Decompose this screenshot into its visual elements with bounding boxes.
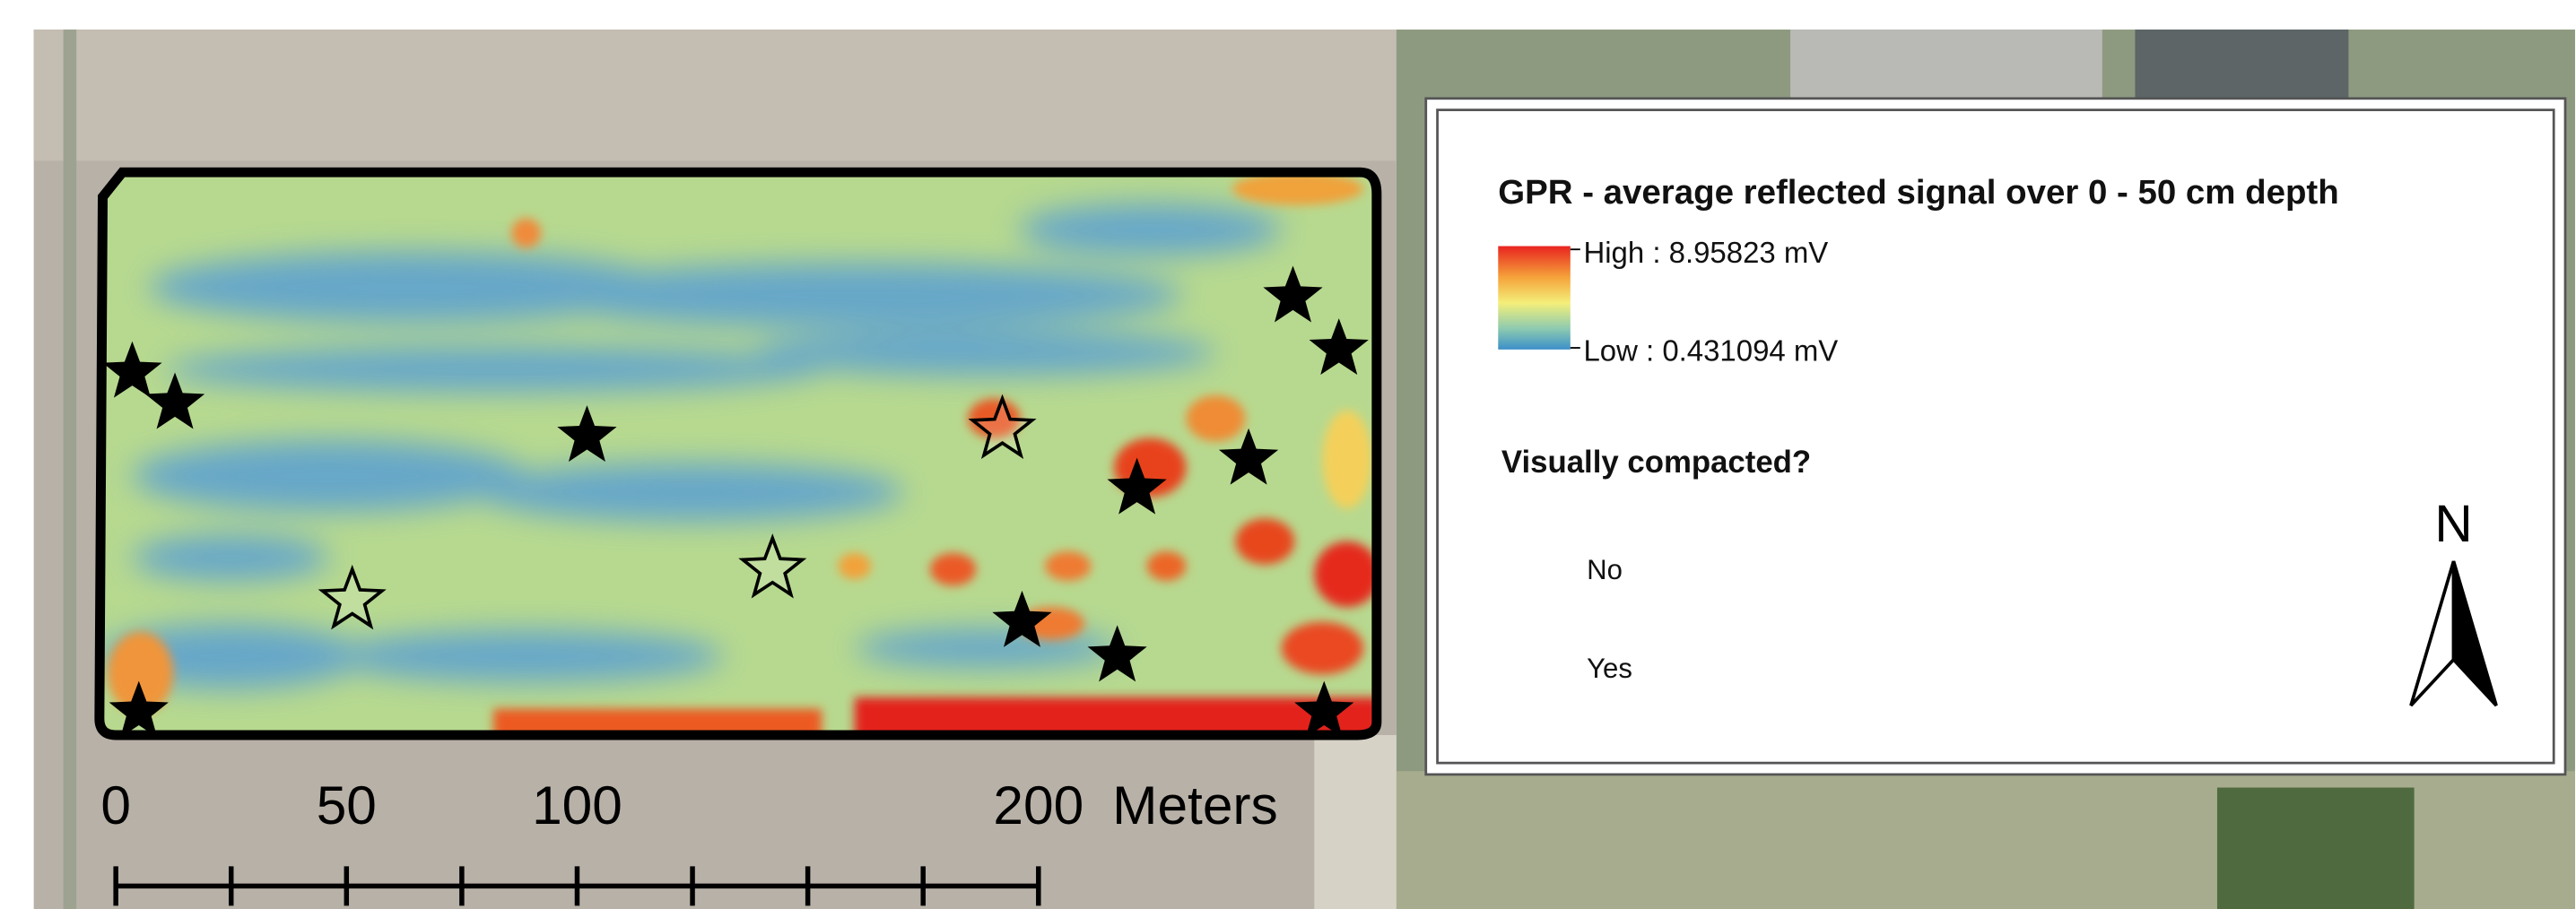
page: GPR - average reflected signal over 0 - … (0, 0, 2576, 909)
building (1790, 30, 2102, 103)
legend-high: High : 8.95823 mV (1583, 236, 1828, 269)
scale-label: 200 (993, 775, 1083, 835)
marker-title: Visually compacted? (1501, 446, 1811, 480)
legend-item: No (1587, 554, 1623, 585)
scale-label: 100 (532, 775, 622, 835)
road (1314, 735, 1397, 909)
north-label: N (2434, 495, 2472, 553)
parking (2135, 30, 2348, 103)
field-edge (64, 30, 77, 909)
legend-title: GPR - average reflected signal over 0 - … (1498, 173, 2338, 212)
scale-unit: Meters (1112, 775, 1278, 835)
trees (2217, 788, 2415, 909)
scale-label: 0 (100, 775, 131, 835)
heatmap (91, 164, 1388, 747)
map: GPR - average reflected signal over 0 - … (0, 0, 2576, 909)
field-imagery (34, 30, 1397, 160)
legend-low: Low : 0.431094 mV (1583, 334, 1838, 368)
legend-item: Yes (1587, 653, 1632, 684)
color-ramp (1498, 247, 1571, 350)
scale-label: 50 (317, 775, 377, 835)
